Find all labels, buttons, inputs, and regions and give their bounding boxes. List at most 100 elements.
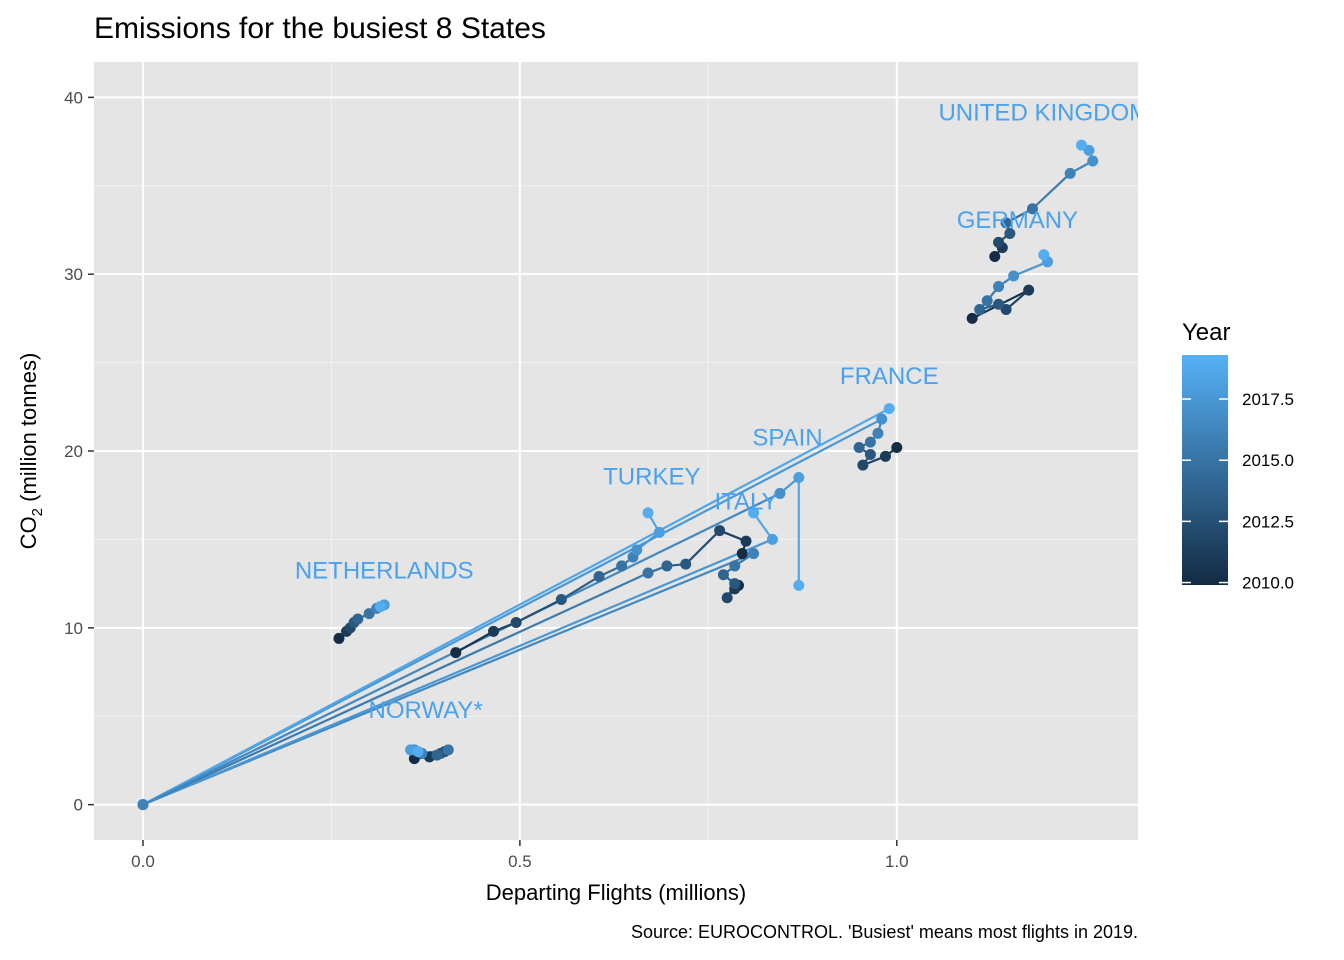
series-line-segment [454, 630, 495, 654]
data-point [1087, 155, 1099, 167]
chart-title: Emissions for the busiest 8 States [94, 12, 546, 45]
x-tick-label: 0.5 [508, 852, 532, 871]
data-point [714, 525, 726, 537]
data-point [631, 544, 643, 556]
x-tick-label: 0.0 [131, 852, 155, 871]
data-point [864, 436, 876, 448]
data-point [137, 799, 149, 811]
data-point [740, 535, 752, 547]
legend-tick-label: 2010.0 [1242, 574, 1294, 593]
series-line-segment [560, 575, 601, 601]
legend: Year 2010.0 2012.5 2015.0 2017.5 [1182, 319, 1294, 593]
data-point [555, 594, 567, 606]
country-label: GERMANY [957, 207, 1078, 234]
data-point [661, 560, 673, 572]
data-point [1064, 167, 1076, 179]
data-point [872, 427, 884, 439]
legend-tick-label: 2017.5 [1242, 390, 1294, 409]
y-tick-label: 0 [74, 796, 83, 815]
y-axis-title-main: CO [16, 516, 41, 549]
y-tick-label: 20 [64, 442, 83, 461]
series-line-segment [684, 529, 721, 566]
data-point [853, 441, 865, 453]
country-label: TURKEY [603, 464, 700, 491]
data-point [1008, 270, 1020, 282]
data-point [1026, 203, 1038, 215]
data-point [616, 560, 628, 572]
series-line-segment [141, 407, 891, 806]
data-point [729, 560, 741, 572]
country-label: FRANCE [840, 363, 939, 390]
data-point [642, 507, 654, 519]
data-point [717, 569, 729, 581]
legend-title: Year [1182, 319, 1231, 346]
data-point [883, 403, 895, 415]
data-point [450, 647, 462, 659]
data-point [642, 567, 654, 579]
series-line-segment [515, 598, 563, 624]
data-point [736, 548, 748, 560]
y-axis-title-rest: (million tonnes) [16, 353, 41, 508]
data-point [891, 441, 903, 453]
data-point [412, 746, 424, 758]
x-tick-label: 1.0 [885, 852, 909, 871]
data-point [966, 312, 978, 324]
data-point [488, 625, 500, 637]
series-line-segment [141, 538, 774, 806]
data-point [1004, 228, 1016, 240]
data-point [774, 487, 786, 499]
y-tick-label: 10 [64, 619, 83, 638]
data-point [721, 592, 733, 604]
axes: 0.0 0.5 1.0 0 10 20 30 40 [64, 88, 909, 871]
data-point [857, 459, 869, 471]
major-gridlines [94, 62, 1138, 840]
y-tick-label: 30 [64, 265, 83, 284]
data-point [974, 304, 986, 316]
legend-colorbar [1182, 355, 1228, 585]
data-point [653, 526, 665, 538]
country-label: UNITED KINGDOM [938, 99, 1149, 126]
data-point [989, 251, 1001, 262]
data-point [793, 472, 805, 484]
data-point [333, 632, 345, 644]
series-line-segment [1031, 172, 1072, 210]
y-axis-title-subscript: 2 [29, 508, 46, 516]
data-point [1000, 217, 1012, 229]
country-label: ITALY [714, 488, 777, 515]
y-axis-title: CO2 (million tonnes) [16, 353, 46, 550]
data-point [879, 450, 891, 462]
series-points [137, 139, 1099, 811]
data-point [1038, 249, 1050, 261]
data-point [993, 298, 1005, 310]
data-point [510, 617, 522, 629]
data-point [766, 533, 778, 545]
data-point [981, 295, 993, 307]
data-point [729, 578, 741, 590]
series-line-segment [141, 571, 650, 806]
country-label: SPAIN [752, 425, 822, 452]
data-point [748, 548, 760, 560]
legend-ticks: 2010.0 2012.5 2015.0 2017.5 [1182, 390, 1294, 593]
data-point [793, 579, 805, 591]
country-labels: UNITED KINGDOM GERMANY FRANCE SPAIN ITALY TUR… [295, 99, 1149, 724]
data-point [993, 281, 1005, 293]
data-point [864, 449, 876, 461]
country-label: NORWAY* [369, 697, 483, 724]
legend-tick-label: 2012.5 [1242, 512, 1294, 531]
data-point [1023, 284, 1035, 296]
source-note: Source: EUROCONTROL. 'Busiest' means mos… [630, 922, 1138, 942]
y-tick-label: 40 [64, 88, 83, 107]
data-point [442, 744, 454, 756]
data-point [431, 749, 443, 761]
series-line-segment [1012, 260, 1049, 278]
data-point [748, 507, 760, 519]
x-axis-title: Departing Flights (millions) [486, 880, 746, 905]
country-label: NETHERLANDS [295, 557, 474, 584]
data-point [876, 413, 888, 425]
legend-tick-label: 2015.0 [1242, 451, 1294, 470]
data-point [680, 558, 692, 570]
data-point [993, 236, 1005, 248]
data-point [593, 571, 605, 583]
series-lines [141, 144, 1094, 806]
